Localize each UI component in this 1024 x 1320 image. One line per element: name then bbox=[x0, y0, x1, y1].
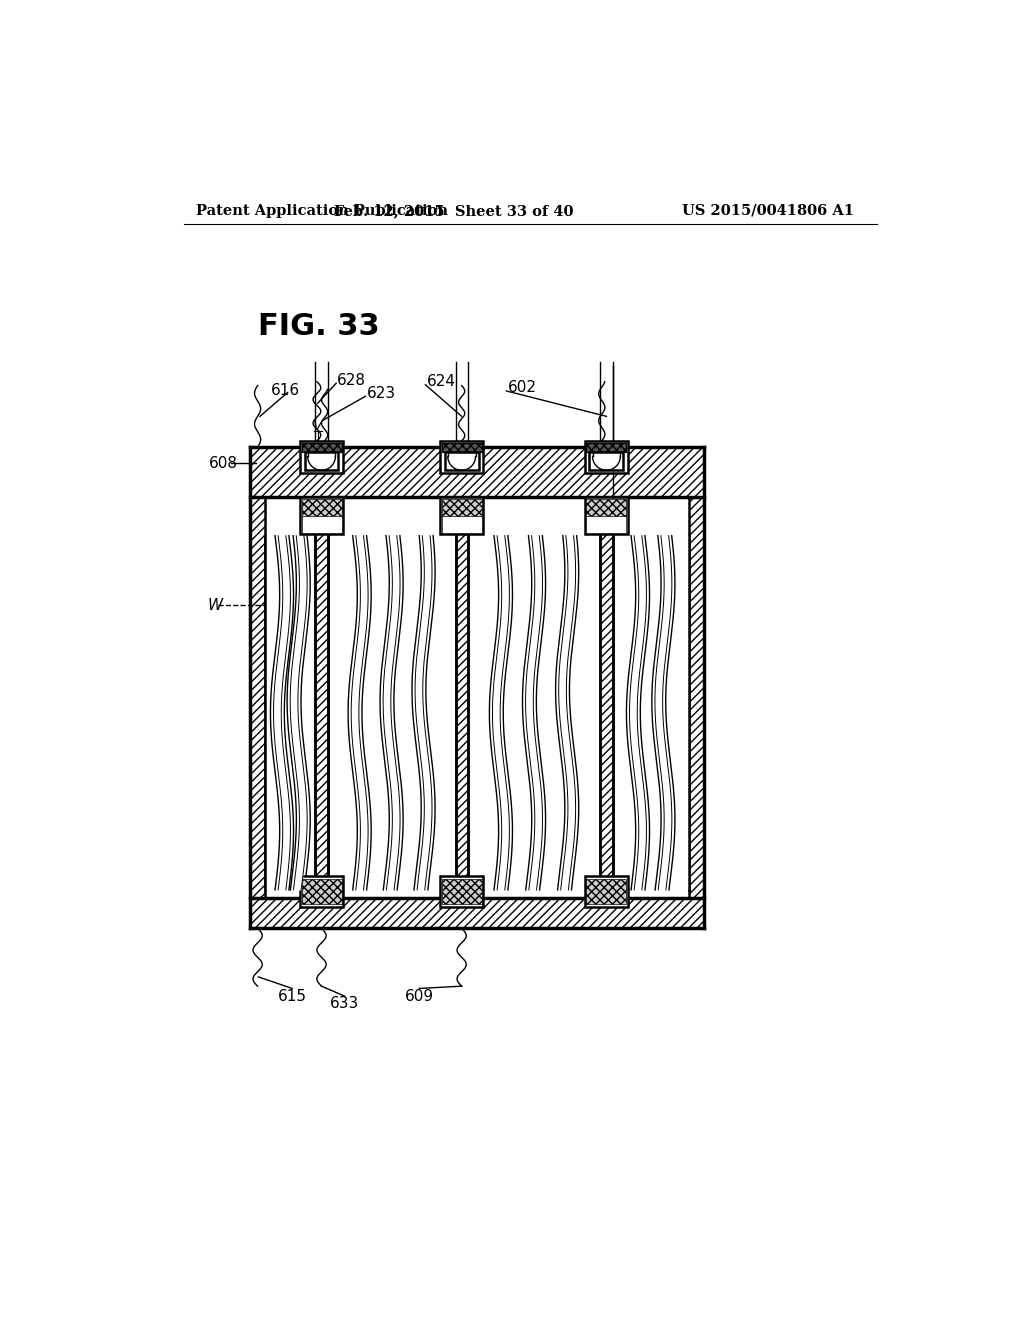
Text: W: W bbox=[208, 598, 222, 612]
Bar bbox=[301, 499, 342, 517]
Bar bbox=[585, 876, 628, 907]
Text: 623: 623 bbox=[367, 385, 396, 401]
Text: 608: 608 bbox=[209, 455, 239, 471]
Bar bbox=[250, 898, 705, 928]
Bar bbox=[301, 442, 342, 451]
Bar bbox=[300, 498, 343, 535]
Bar bbox=[585, 441, 628, 474]
Text: 602: 602 bbox=[508, 380, 537, 396]
Bar bbox=[440, 876, 483, 907]
Text: Feb. 12, 2015  Sheet 33 of 40: Feb. 12, 2015 Sheet 33 of 40 bbox=[334, 203, 573, 218]
Text: 628: 628 bbox=[337, 372, 366, 388]
Text: Patent Application Publication: Patent Application Publication bbox=[196, 203, 449, 218]
Bar bbox=[301, 516, 342, 533]
Text: 624: 624 bbox=[427, 374, 456, 389]
Bar bbox=[250, 447, 705, 498]
Text: US 2015/0041806 A1: US 2015/0041806 A1 bbox=[682, 203, 854, 218]
Bar bbox=[587, 442, 627, 451]
Bar bbox=[441, 442, 481, 451]
Bar bbox=[689, 498, 705, 898]
Bar bbox=[587, 879, 627, 904]
Bar bbox=[304, 451, 339, 470]
Bar bbox=[301, 879, 342, 904]
Text: FIG. 33: FIG. 33 bbox=[258, 312, 379, 341]
Bar bbox=[590, 451, 624, 470]
Bar bbox=[440, 441, 483, 474]
Text: 616: 616 bbox=[270, 383, 300, 399]
Text: 615: 615 bbox=[278, 989, 307, 1003]
Text: 633: 633 bbox=[330, 997, 359, 1011]
Bar bbox=[441, 516, 481, 533]
Text: V: V bbox=[313, 418, 323, 433]
Bar bbox=[444, 451, 478, 470]
Bar bbox=[265, 536, 315, 890]
Bar bbox=[250, 498, 265, 898]
Bar bbox=[440, 498, 483, 535]
Bar bbox=[441, 499, 481, 517]
Text: 609: 609 bbox=[404, 989, 434, 1003]
Bar bbox=[600, 498, 612, 898]
Bar bbox=[587, 499, 627, 517]
Bar bbox=[587, 516, 627, 533]
Bar bbox=[441, 879, 481, 904]
Bar bbox=[328, 536, 456, 890]
Bar bbox=[315, 498, 328, 898]
Bar bbox=[585, 498, 628, 535]
Bar bbox=[300, 441, 343, 474]
Bar bbox=[456, 498, 468, 898]
Bar bbox=[300, 876, 343, 907]
Bar bbox=[468, 536, 600, 890]
Bar bbox=[612, 536, 689, 890]
